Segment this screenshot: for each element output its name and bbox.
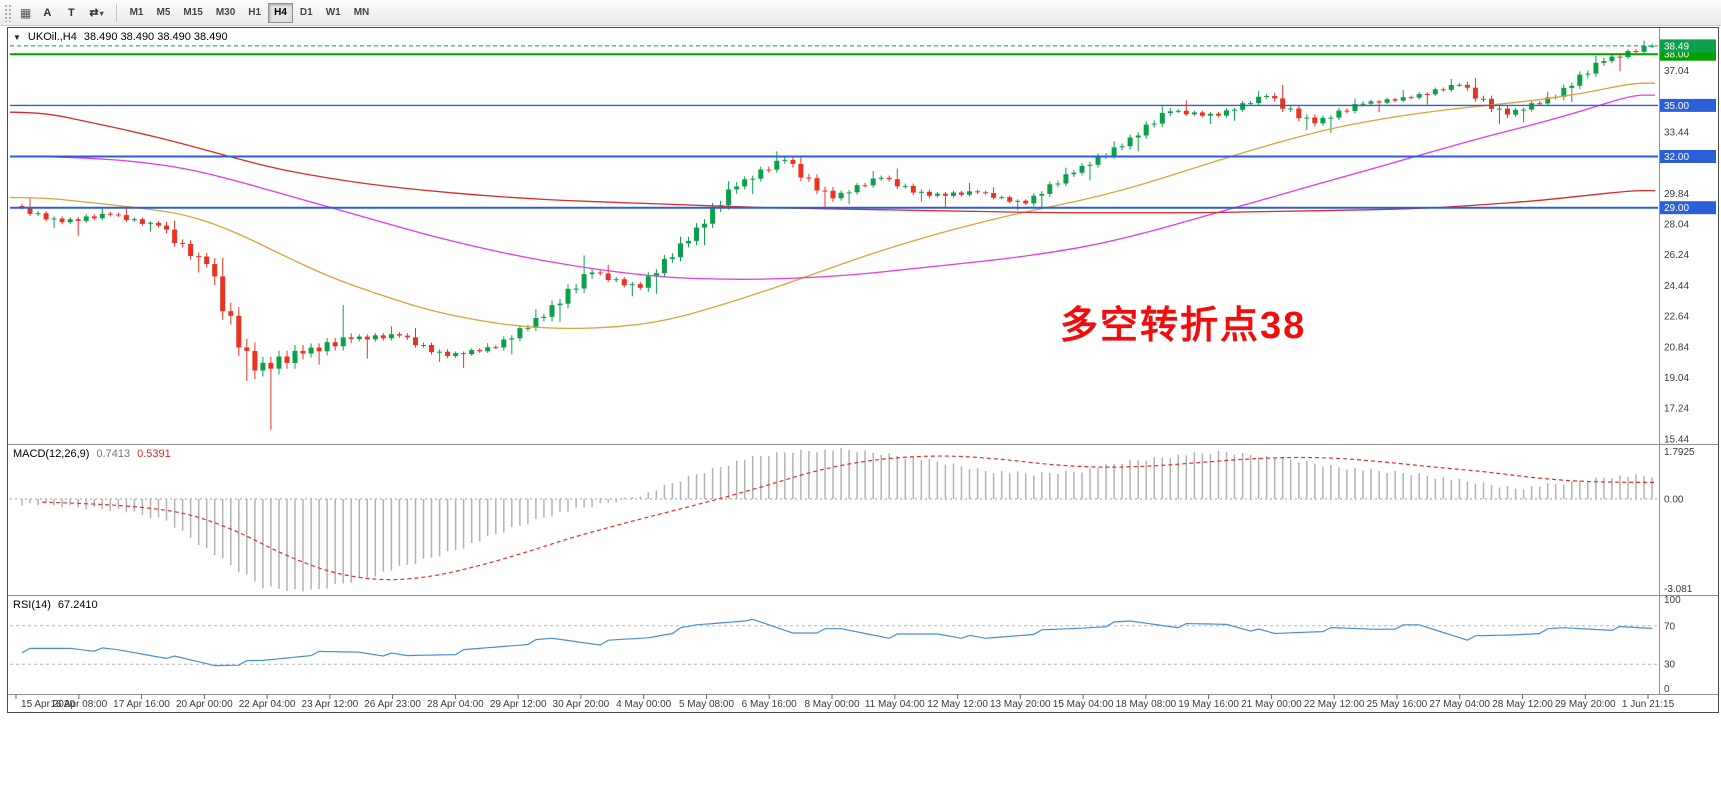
macd-main-value: 0.7413 — [96, 448, 131, 460]
time-label: 8 May 00:00 — [804, 699, 859, 710]
time-label: 29 May 20:00 — [1555, 699, 1616, 710]
macd-signal-line — [42, 455, 1656, 581]
timeframe-m30-button[interactable]: M30 — [210, 3, 241, 23]
macd-indicator-name: MACD(12,26,9) — [13, 448, 90, 460]
time-label: 23 Apr 12:00 — [302, 699, 359, 710]
time-label: 17 Apr 16:00 — [113, 699, 170, 710]
svg-text:30: 30 — [1664, 660, 1676, 671]
time-label: 26 Apr 23:00 — [364, 699, 421, 710]
time-label: 22 Apr 04:00 — [239, 699, 296, 710]
svg-text:19.04: 19.04 — [1664, 373, 1689, 384]
price-axis: 37.04 33.44 29.84 28.04 26.24 24.44 22.64 20.84… — [1664, 66, 1689, 445]
ma-line-slow-red — [9, 111, 1656, 214]
svg-text:0.00: 0.00 — [1664, 495, 1684, 506]
chart-canvas[interactable]: 37.04 33.44 29.84 28.04 26.24 24.44 22.64 20.84… — [8, 28, 1718, 712]
rsi-indicator-name: RSI(14) — [13, 599, 51, 611]
time-label: 22 May 12:00 — [1304, 699, 1365, 710]
svg-text:24.44: 24.44 — [1664, 281, 1689, 292]
time-label: 15 Apr 2020 — [21, 699, 75, 710]
collapse-triangle-icon[interactable]: ▼ — [13, 32, 21, 42]
svg-text:20.84: 20.84 — [1664, 342, 1689, 353]
timeframe-w1-button[interactable]: W1 — [320, 3, 347, 23]
rsi-label-row: RSI(14) 67.2410 — [13, 599, 98, 611]
time-label: 30 Apr 20:00 — [553, 699, 610, 710]
time-label: 25 May 16:00 — [1367, 699, 1428, 710]
timeframe-m5-button[interactable]: M5 — [150, 3, 176, 23]
text-tool-button[interactable]: T — [60, 3, 82, 23]
macd-axis: 1.7925 0.00 -3.081 — [1664, 447, 1695, 595]
timeframe-d1-button[interactable]: D1 — [294, 3, 319, 23]
svg-text:-3.081: -3.081 — [1664, 584, 1693, 595]
time-label: 1 Jun 21:15 — [1622, 699, 1675, 710]
rsi-value: 67.2410 — [57, 599, 98, 611]
top-toolbar: ▦ A T ⇄▾ M1 M5 M15 M30 H1 H4 D1 W1 MN — [0, 0, 1721, 26]
price-badge-38.49: 38.49 — [1660, 39, 1716, 53]
ma-line-fast-orange — [9, 82, 1656, 329]
price-badge-32.00: 32.00 — [1660, 150, 1716, 163]
timeframe-m1-button[interactable]: M1 — [124, 3, 150, 23]
rsi-line — [21, 618, 1653, 667]
price-badge-35.00: 35.00 — [1660, 98, 1716, 112]
time-label: 28 May 12:00 — [1492, 699, 1553, 710]
ma-line-mid-magenta — [9, 94, 1656, 280]
cursor-tool-a-button[interactable]: A — [36, 3, 58, 23]
time-label: 13 May 20:00 — [990, 699, 1051, 710]
timeframe-toolbar: M1 M5 M15 M30 H1 H4 D1 W1 MN — [124, 2, 376, 23]
timeframe-h4-button[interactable]: H4 — [268, 2, 293, 23]
svg-text:38.00: 38.00 — [1664, 50, 1689, 61]
svg-text:70: 70 — [1664, 621, 1676, 632]
swap-arrows-icon: ⇄ — [89, 7, 99, 19]
time-label: 27 May 04:00 — [1429, 699, 1490, 710]
svg-text:1.7925: 1.7925 — [1664, 447, 1695, 458]
chart-grid-icon[interactable]: ▦ — [20, 5, 32, 20]
time-label: 5 May 08:00 — [679, 699, 734, 710]
svg-text:29.84: 29.84 — [1664, 189, 1689, 200]
symbol-info-row: ▼ UKOil.,H4 38.490 38.490 38.490 38.490 — [13, 31, 228, 43]
draw-tools-button[interactable]: ⇄▾ — [84, 3, 108, 23]
svg-text:26.24: 26.24 — [1664, 250, 1689, 261]
time-label: 6 May 16:00 — [742, 699, 797, 710]
svg-text:38.49: 38.49 — [1664, 41, 1689, 52]
symbol-timeframe-label: UKOil.,H4 — [27, 31, 77, 43]
macd-histogram — [21, 447, 1653, 592]
time-label: 11 May 04:00 — [865, 699, 925, 710]
time-label: 18 May 08:00 — [1116, 699, 1177, 710]
toolbar-separator — [115, 3, 117, 22]
toolbar-grip[interactable] — [4, 3, 11, 22]
time-label: 20 Apr 00:00 — [176, 699, 233, 710]
chevron-down-icon: ▾ — [99, 9, 104, 18]
time-label: 4 May 00:00 — [616, 699, 671, 710]
time-label: 16 Apr 08:00 — [50, 699, 107, 710]
svg-text:33.44: 33.44 — [1664, 128, 1689, 139]
chart-annotation-text[interactable]: 多空转折点38 — [1060, 305, 1307, 347]
svg-text:37.04: 37.04 — [1664, 66, 1689, 77]
svg-text:32.00: 32.00 — [1664, 152, 1689, 163]
svg-text:15.44: 15.44 — [1664, 434, 1689, 445]
chart-window[interactable]: 37.04 33.44 29.84 28.04 26.24 24.44 22.64 20.84… — [7, 27, 1719, 713]
timeframe-mn-button[interactable]: MN — [348, 3, 376, 23]
candlestick-series — [19, 40, 1655, 430]
svg-text:100: 100 — [1664, 595, 1681, 606]
macd-label-row: MACD(12,26,9) 0.7413 0.5391 — [13, 448, 171, 460]
svg-text:35.00: 35.00 — [1664, 101, 1689, 112]
svg-text:17.24: 17.24 — [1664, 404, 1689, 415]
rsi-axis: 100 70 30 0 — [1664, 595, 1681, 695]
time-label: 29 Apr 12:00 — [490, 699, 547, 710]
timeframe-h1-button[interactable]: H1 — [242, 3, 267, 23]
svg-text:22.64: 22.64 — [1664, 312, 1689, 323]
svg-text:29.00: 29.00 — [1664, 203, 1689, 214]
svg-text:0: 0 — [1664, 684, 1670, 695]
time-label: 19 May 16:00 — [1178, 699, 1239, 710]
macd-signal-value: 0.5391 — [137, 448, 171, 460]
symbol-ohlc-values: 38.490 38.490 38.490 38.490 — [83, 31, 228, 43]
time-label: 12 May 12:00 — [927, 699, 988, 710]
svg-text:28.04: 28.04 — [1664, 220, 1689, 231]
timeframe-m15-button[interactable]: M15 — [177, 3, 208, 23]
time-label: 21 May 00:00 — [1241, 699, 1302, 710]
time-label: 28 Apr 04:00 — [427, 699, 484, 710]
time-label: 15 May 04:00 — [1053, 699, 1114, 710]
price-badge-29.00: 29.00 — [1660, 201, 1716, 215]
